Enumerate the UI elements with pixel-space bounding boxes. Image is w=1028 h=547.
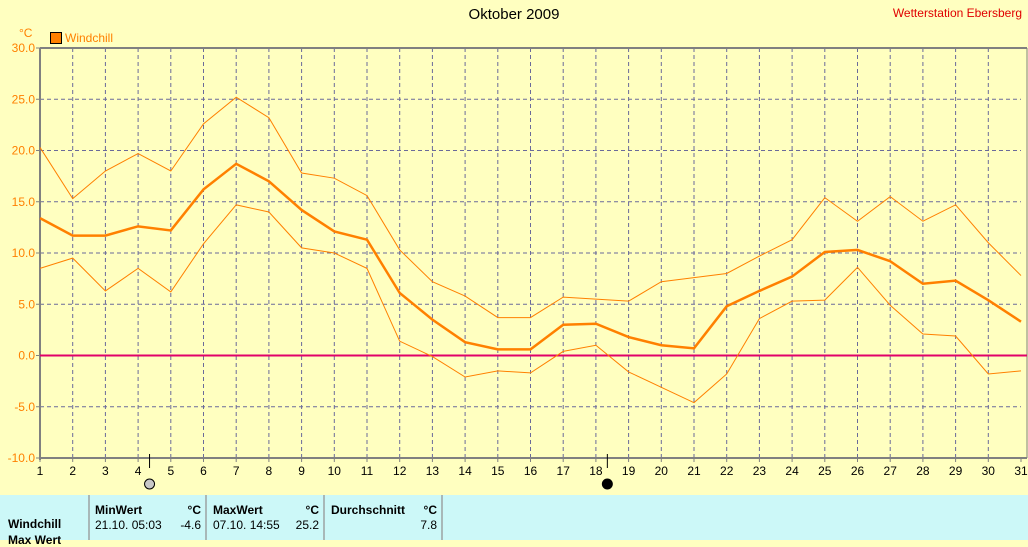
- y-tick-label: 0.0: [18, 349, 35, 363]
- min-date: 21.10. 05:03: [95, 518, 162, 532]
- y-tick-label: -5.0: [14, 400, 35, 414]
- y-tick-label: 30.0: [12, 41, 36, 55]
- x-tick-label: 1: [37, 464, 44, 478]
- max-value: 25.2: [295, 518, 319, 532]
- x-tick-label: 8: [266, 464, 273, 478]
- station-name: Wetterstation Ebersberg: [892, 6, 1022, 20]
- y-tick-label: 25.0: [12, 92, 36, 106]
- legend: Windchill: [50, 31, 113, 45]
- x-tick-label: 20: [655, 464, 669, 478]
- x-tick-label: 10: [328, 464, 342, 478]
- avg-value: 7.8: [420, 518, 437, 532]
- x-tick-label: 19: [622, 464, 636, 478]
- row-label-windchill: Windchill: [8, 517, 62, 531]
- y-tick-label: 15.0: [12, 195, 36, 209]
- series-line-windchill-mittel: [39, 162, 1022, 351]
- legend-label: Windchill: [65, 31, 114, 45]
- x-tick-label: 2: [69, 464, 76, 478]
- x-tick-label: 5: [167, 464, 174, 478]
- y-tick-label: 20.0: [12, 144, 36, 158]
- x-tick-label: 27: [884, 464, 898, 478]
- x-tick-label: 15: [491, 464, 505, 478]
- x-tick-label: 21: [687, 464, 701, 478]
- series-line-windchill-max: [39, 96, 1022, 319]
- x-tick-label: 12: [393, 464, 407, 478]
- x-tick-label: 28: [916, 464, 930, 478]
- x-tick-label: 14: [458, 464, 472, 478]
- x-tick-label: 13: [426, 464, 440, 478]
- x-tick-label: 18: [589, 464, 603, 478]
- y-axis-unit: °C: [19, 26, 33, 40]
- y-tick-label: 10.0: [12, 246, 36, 260]
- x-tick-label: 26: [851, 464, 865, 478]
- y-tick-label: 5.0: [18, 297, 35, 311]
- column-divider: [441, 495, 444, 540]
- x-tick-label: 25: [818, 464, 832, 478]
- min-header: MinWert: [95, 503, 143, 517]
- x-tick-label: 7: [233, 464, 240, 478]
- windchill-chart: 30.025.020.015.010.05.00.0-5.0-10.01 2 3 4 5…: [8, 41, 1028, 490]
- series-line-windchill-min: [39, 204, 1022, 404]
- max-unit: °C: [305, 503, 319, 517]
- min-value: -4.6: [180, 518, 201, 532]
- x-tick-label: 9: [298, 464, 305, 478]
- x-tick-label: 4: [135, 464, 142, 478]
- row-label-maxwert: Max Wert: [8, 533, 62, 547]
- x-tick-label: 6: [200, 464, 207, 478]
- full-moon-icon: [144, 478, 156, 490]
- min-column: MinWert °C 21.10. 05:03 -4.6: [88, 495, 205, 540]
- avg-column: Durchschnitt °C 7.8: [323, 495, 441, 540]
- x-tick-label: 22: [720, 464, 734, 478]
- chart-title: Oktober 2009: [468, 6, 560, 23]
- x-tick-label: 23: [753, 464, 767, 478]
- x-tick-label: 24: [785, 464, 799, 478]
- x-tick-label: 29: [949, 464, 963, 478]
- legend-swatch: [50, 32, 62, 44]
- max-header: MaxWert: [213, 503, 263, 517]
- summary-panel: Windchill Max Wert MinWert °C 21.10. 05:…: [0, 495, 1028, 547]
- x-tick-label: 11: [361, 464, 374, 478]
- min-unit: °C: [187, 503, 201, 517]
- x-tick-label: 17: [557, 464, 571, 478]
- avg-header: Durchschnitt: [331, 503, 406, 517]
- x-tick-label: 3: [102, 464, 109, 478]
- max-column: MaxWert °C 07.10. 14:55 25.2: [205, 495, 323, 540]
- x-tick-label: 16: [524, 464, 538, 478]
- x-tick-label: 30: [982, 464, 996, 478]
- max-date: 07.10. 14:55: [213, 518, 280, 532]
- new-moon-icon: [601, 478, 613, 490]
- avg-unit: °C: [423, 503, 437, 517]
- x-tick-label: 31: [1014, 464, 1028, 478]
- y-tick-label: -10.0: [8, 451, 36, 465]
